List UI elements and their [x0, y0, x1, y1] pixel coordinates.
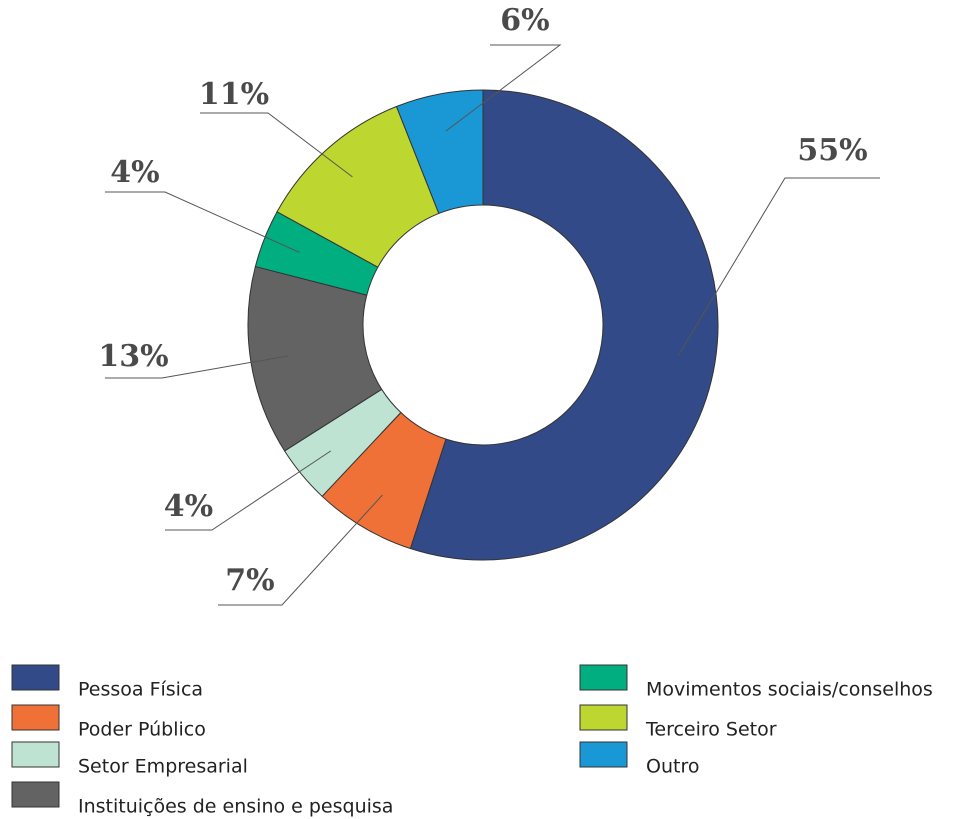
legend-swatch	[11, 781, 60, 808]
legend-label: Terceiro Setor	[645, 719, 777, 741]
data-label: 11%	[199, 77, 269, 112]
leader-line	[218, 494, 383, 606]
legend-swatch	[11, 664, 60, 691]
legend-label: Instituições de ensino e pesquisa	[78, 796, 393, 818]
legend-swatch	[11, 704, 60, 731]
data-label: 55%	[797, 133, 867, 168]
leader-line	[677, 177, 880, 357]
data-label: 4%	[110, 155, 159, 190]
leader-line	[200, 112, 353, 178]
legend-label: Movimentos sociais/conselhos	[646, 679, 933, 701]
legend-swatch	[579, 664, 628, 691]
legend-label: Pessoa Física	[78, 679, 203, 701]
donut-segment	[395, 89, 484, 215]
legend-label: Outro	[646, 756, 699, 778]
legend-swatch	[579, 741, 628, 768]
data-label: 6%	[500, 3, 549, 38]
leader-line	[105, 355, 289, 379]
legend-swatch	[579, 704, 628, 731]
data-label: 4%	[164, 489, 213, 524]
leader-line	[105, 191, 300, 253]
leader-line	[165, 450, 332, 531]
data-label: 7%	[225, 563, 274, 598]
donut-segment	[247, 265, 383, 452]
legend-label: Setor Empresarial	[78, 756, 248, 778]
donut-segment	[409, 89, 719, 561]
leader-line	[445, 44, 562, 132]
legend-swatch	[11, 741, 60, 768]
data-label: 13%	[98, 339, 168, 374]
legend-label: Poder Público	[78, 719, 206, 741]
